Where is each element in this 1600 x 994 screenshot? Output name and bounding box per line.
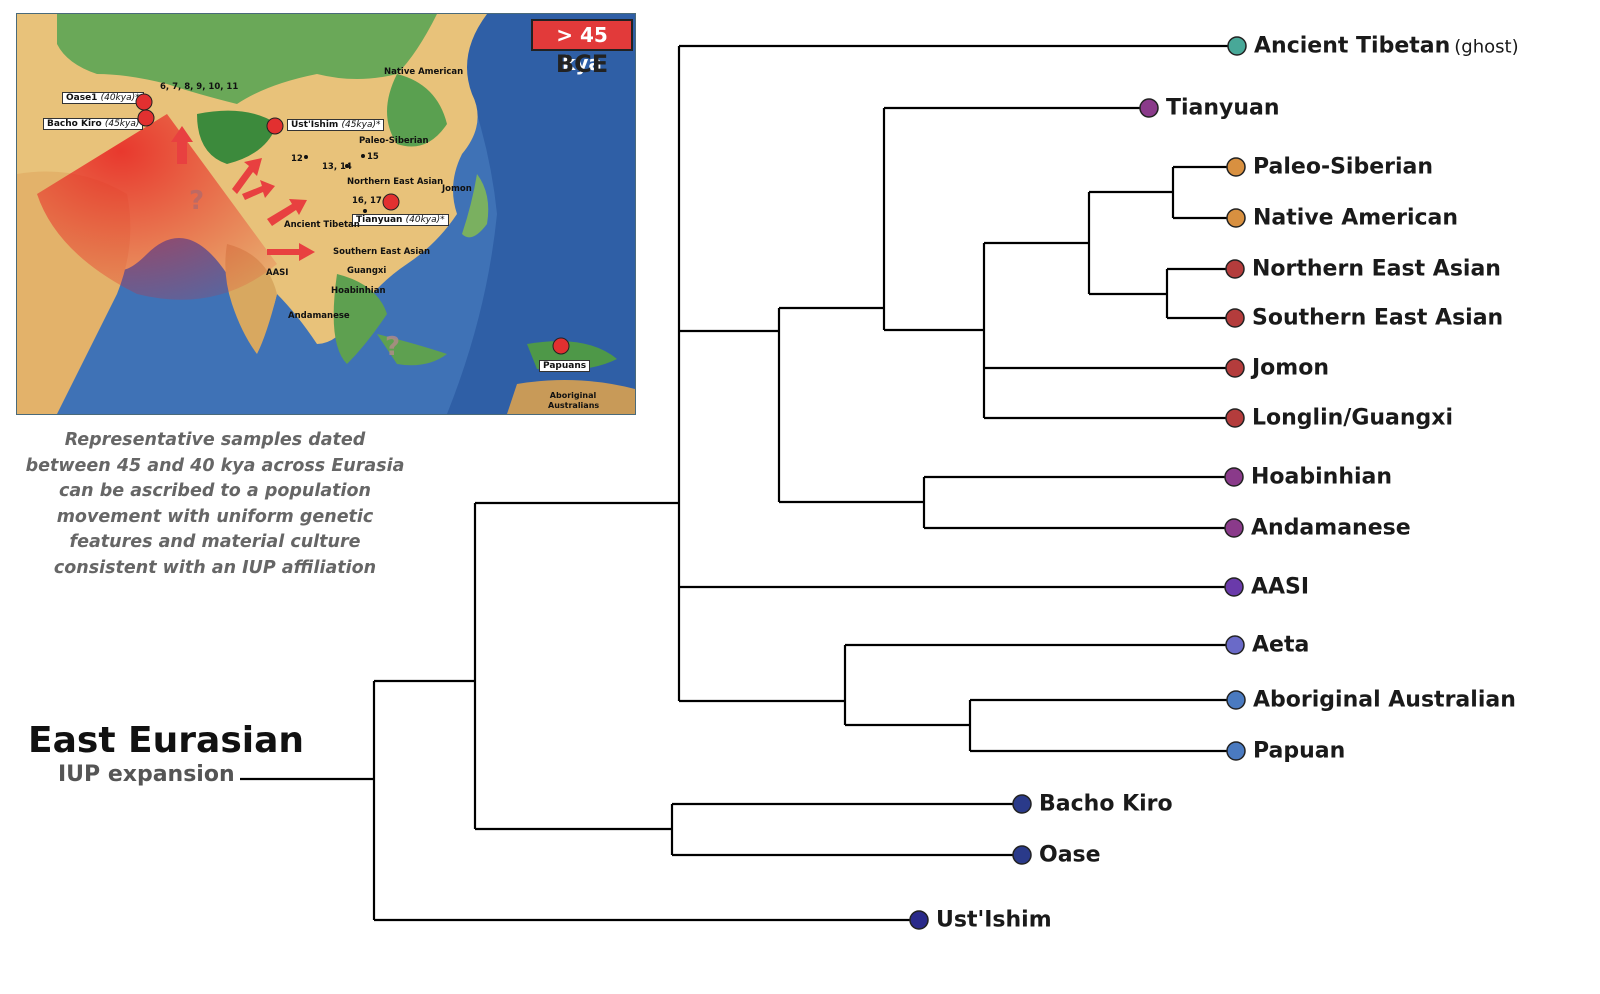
leaf-marker-andamanese bbox=[1224, 518, 1244, 538]
leaf-label-hoabinhian: Hoabinhian bbox=[1251, 465, 1392, 490]
leaf-label-text: Longlin/Guangxi bbox=[1252, 405, 1454, 431]
map-site-markers bbox=[135, 93, 570, 355]
map-dot-15 bbox=[361, 154, 365, 158]
map-label-hoabinhian: Hoabinhian bbox=[331, 286, 386, 296]
map-label-aasi: AASI bbox=[266, 268, 289, 278]
map-label-bacho-kiro: Bacho Kiro (45kya) bbox=[43, 118, 144, 130]
leaf-label-jomon: Jomon bbox=[1252, 356, 1329, 381]
leaf-label-text: Aeta bbox=[1252, 632, 1310, 658]
leaf-label-text: Southern East Asian bbox=[1252, 305, 1504, 331]
leaf-marker-oase bbox=[1012, 845, 1032, 865]
leaf-marker-aeta bbox=[1225, 635, 1245, 655]
leaf-label-text: Bacho Kiro bbox=[1039, 791, 1173, 817]
map-label-native-american: Native American bbox=[384, 67, 464, 77]
leaf-label-text: Ancient Tibetan bbox=[1254, 33, 1451, 59]
root-subtitle: IUP expansion bbox=[58, 762, 235, 787]
map-label-sites-16-17: 16, 17 bbox=[352, 196, 382, 206]
leaf-marker-northern-east-asian bbox=[1225, 259, 1245, 279]
map-marker-bacho-kiro bbox=[137, 109, 155, 127]
leaf-label-text: Native American bbox=[1253, 205, 1459, 231]
leaf-label-northern-east-asian: Northern East Asian bbox=[1252, 257, 1501, 282]
map-label-ancient-tibetan: Ancient Tibetan bbox=[284, 220, 360, 230]
leaf-label-text: Andamanese bbox=[1251, 515, 1411, 541]
map-caption: Representative samples dated between 45 … bbox=[25, 430, 405, 578]
leaf-label-text: Papuan bbox=[1253, 738, 1346, 764]
leaf-marker-hoabinhian bbox=[1224, 467, 1244, 487]
map-marker-oase1 bbox=[135, 93, 153, 111]
leaf-marker-aboriginal-australian bbox=[1226, 690, 1246, 710]
leaf-label-text: Northern East Asian bbox=[1252, 256, 1501, 282]
leaf-label-tianyuan: Tianyuan bbox=[1166, 96, 1280, 121]
map-label-guangxi: Guangxi bbox=[347, 266, 387, 276]
leaf-label-aasi: AASI bbox=[1251, 575, 1309, 600]
leaf-marker-jomon bbox=[1225, 358, 1245, 378]
leaf-label-paleo-siberian: Paleo-Siberian bbox=[1253, 155, 1433, 180]
map-label-papuans: Papuans bbox=[539, 360, 591, 372]
leaf-label-andamanese: Andamanese bbox=[1251, 516, 1411, 541]
map-dot-13-14 bbox=[345, 164, 349, 168]
map-label-sites-13-14: 13, 14 bbox=[322, 162, 352, 172]
leaf-marker-bacho-kiro bbox=[1012, 794, 1032, 814]
map-label-aboriginal-australians: Aboriginal Australians bbox=[548, 391, 600, 410]
leaf-marker-ancient-tibetan bbox=[1227, 36, 1247, 56]
root-title: East Eurasian bbox=[28, 720, 305, 761]
leaf-label-aboriginal-australian: Aboriginal Australian bbox=[1253, 688, 1516, 713]
map-dot-12 bbox=[304, 155, 308, 159]
leaf-label-text: Oase bbox=[1039, 842, 1101, 868]
leaf-label-oase: Oase bbox=[1039, 843, 1101, 868]
leaf-marker-ust-ishim bbox=[909, 910, 929, 930]
map-question-mark-west: ? bbox=[189, 186, 205, 216]
map-label-oase1: Oase1 (40kya)* bbox=[62, 92, 144, 104]
leaf-marker-southern-east-asian bbox=[1225, 308, 1245, 328]
leaf-label-aeta: Aeta bbox=[1252, 633, 1309, 658]
map-background bbox=[17, 14, 635, 414]
map-marker-papuans bbox=[552, 337, 570, 355]
leaf-label-suffix: (ghost) bbox=[1454, 36, 1519, 58]
migration-map: 6, 7, 8, 9, 10, 11 Oase1 (40kya)* Bacho … bbox=[16, 13, 636, 415]
leaf-label-text: Aboriginal Australian bbox=[1253, 687, 1516, 713]
leaf-marker-paleo-siberian bbox=[1226, 157, 1246, 177]
map-label-jomon: Jomon bbox=[442, 184, 472, 194]
map-question-mark-southeast: ? bbox=[385, 332, 401, 362]
leaf-marker-tianyuan bbox=[1139, 98, 1159, 118]
leaf-label-text: Jomon bbox=[1252, 355, 1329, 381]
leaf-label-ust-ishim: Ust'Ishim bbox=[936, 908, 1052, 933]
map-label-site-12: 12 bbox=[291, 154, 303, 164]
leaf-label-text: Ust'Ishim bbox=[936, 907, 1052, 933]
leaf-label-native-american: Native American bbox=[1253, 206, 1458, 231]
map-label-site-15: 15 bbox=[367, 152, 379, 162]
map-dot-16-17 bbox=[363, 209, 367, 213]
tree-edges bbox=[240, 44, 1237, 922]
leaf-label-text: Hoabinhian bbox=[1251, 464, 1393, 490]
leaf-label-southern-east-asian: Southern East Asian bbox=[1252, 306, 1503, 331]
leaf-label-longlin-guangxi: Longlin/Guangxi bbox=[1252, 406, 1453, 431]
map-label-paleo-siberian: Paleo-Siberian bbox=[359, 136, 429, 146]
map-label-ust-ishim: Ust'Ishim (45kya)* bbox=[287, 119, 385, 131]
leaf-marker-aasi bbox=[1224, 577, 1244, 597]
leaf-marker-native-american bbox=[1226, 208, 1246, 228]
map-label-northern-east-asian: Northern East Asian bbox=[347, 177, 444, 187]
map-label-tianyuan: Tianyuan (40kya)* bbox=[352, 214, 449, 226]
map-marker-ust-ishim bbox=[266, 117, 284, 135]
migration-fan bbox=[37, 114, 277, 300]
leaf-label-text: Tianyuan bbox=[1166, 95, 1280, 121]
leaf-label-text: Paleo-Siberian bbox=[1253, 154, 1434, 180]
leaf-label-papuan: Papuan bbox=[1253, 739, 1345, 764]
leaf-label-ancient-tibetan: Ancient Tibetan (ghost) bbox=[1254, 34, 1519, 59]
map-marker-tianyuan bbox=[382, 193, 400, 211]
era-label: BCE bbox=[555, 50, 609, 78]
map-label-southern-east-asian: Southern East Asian bbox=[333, 247, 431, 257]
leaf-label-text: AASI bbox=[1251, 574, 1310, 600]
leaf-marker-papuan bbox=[1226, 741, 1246, 761]
era-badge: > 45 kya bbox=[531, 19, 633, 75]
map-label-andamanese: Andamanese bbox=[288, 311, 350, 321]
migration-arrows bbox=[171, 126, 315, 261]
tree-leaf-markers bbox=[909, 36, 1247, 930]
map-label-sites-6-11: 6, 7, 8, 9, 10, 11 bbox=[160, 82, 239, 92]
leaf-marker-longlin-guangxi bbox=[1225, 408, 1245, 428]
leaf-label-bacho-kiro: Bacho Kiro bbox=[1039, 792, 1173, 817]
